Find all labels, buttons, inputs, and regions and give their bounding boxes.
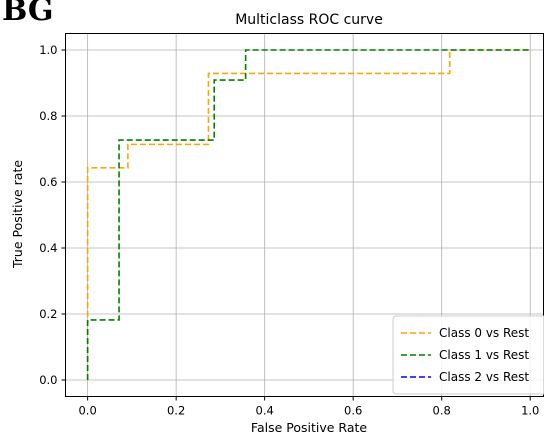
x-axis-label: False Positive Rate bbox=[251, 420, 367, 435]
legend: Class 0 vs Rest Class 1 vs Rest Class 2 vs… bbox=[392, 315, 544, 395]
y-tick-label: 0.6 bbox=[39, 175, 57, 189]
y-axis-label: True Positive rate bbox=[10, 160, 25, 269]
y-tick-label: 0.4 bbox=[39, 241, 57, 255]
legend-box bbox=[392, 315, 544, 395]
class-0-roc-line bbox=[86, 49, 531, 380]
cut-off-text: BG bbox=[2, 0, 54, 28]
grid-lines bbox=[65, 33, 544, 397]
y-tick-label: 0.0 bbox=[39, 373, 57, 387]
y-tick-label: 1.0 bbox=[39, 43, 57, 57]
x-tick-label: 0.2 bbox=[167, 404, 185, 418]
class-1-roc-line bbox=[86, 49, 531, 380]
x-tick-label: 0.6 bbox=[344, 404, 362, 418]
chart-title: Multiclass ROC curve bbox=[235, 12, 383, 28]
class-0-legend-label: Class 0 vs Rest bbox=[439, 326, 529, 340]
series-lines bbox=[86, 49, 531, 380]
y-tick-label: 0.8 bbox=[39, 109, 57, 123]
y-tick-label: 0.2 bbox=[39, 307, 57, 321]
x-tick-label: 0.4 bbox=[256, 404, 274, 418]
class-2-legend-label: Class 2 vs Rest bbox=[439, 370, 529, 384]
x-tick-label: 0.8 bbox=[433, 404, 451, 418]
axis-ticks: 0.0 0.2 0.4 0.6 0.8 1.0 0.0 0.2 0.4 0.6 0.8 1.0 bbox=[39, 43, 539, 418]
class-1-legend-label: Class 1 vs Rest bbox=[439, 348, 529, 362]
x-tick-label: 1.0 bbox=[521, 404, 539, 418]
x-tick-label: 0.0 bbox=[78, 404, 96, 418]
